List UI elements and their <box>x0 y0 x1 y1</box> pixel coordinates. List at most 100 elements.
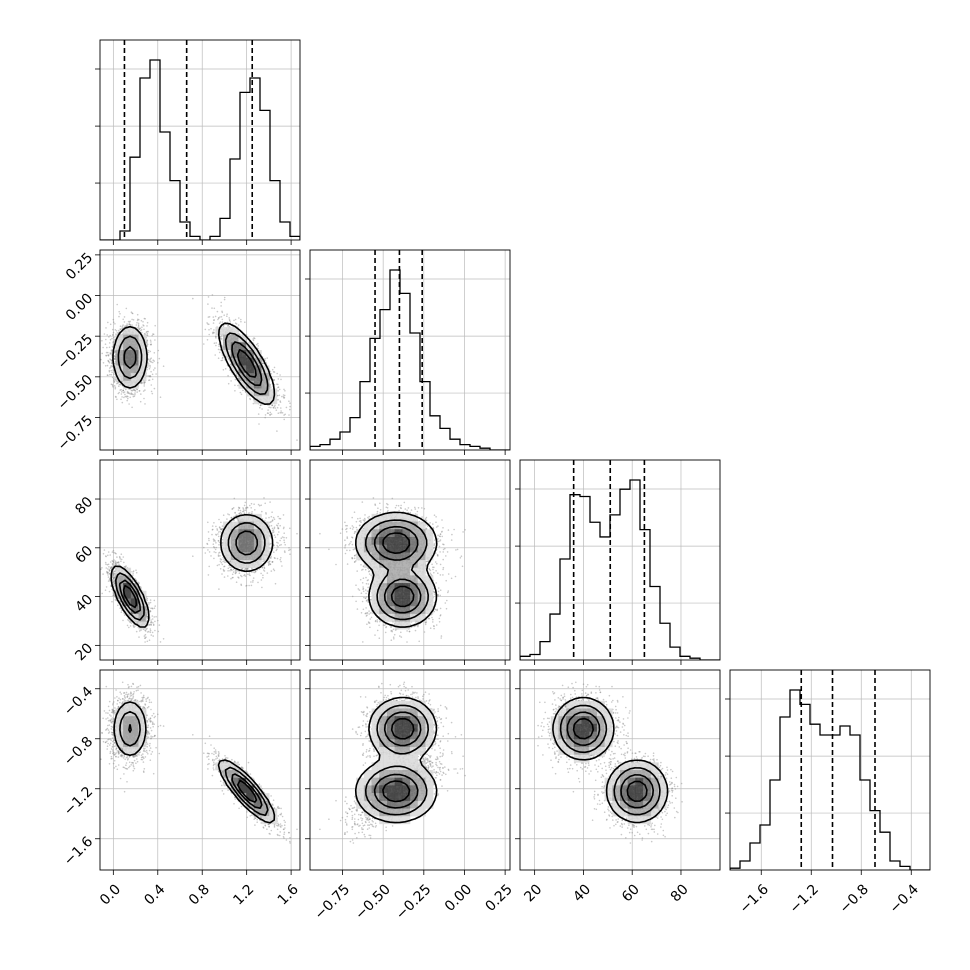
sample-point-2-1-3297 <box>280 378 282 381</box>
sample-point-2-1-2060 <box>109 338 112 341</box>
sample-point-2-1-928 <box>282 396 285 398</box>
density-cell-2-1 <box>130 342 139 351</box>
sample-point-2-1-3725 <box>278 394 281 397</box>
sample-point-2-1-1075 <box>271 404 274 407</box>
sample-point-2-1-1069 <box>137 322 140 325</box>
sample-point-2-1-730 <box>213 332 215 334</box>
sample-point-2-1-607 <box>136 388 138 391</box>
sample-point-2-1-1413 <box>143 385 145 387</box>
sample-point-3-1-257 <box>288 547 290 549</box>
sample-point-2-1-2586 <box>219 321 222 323</box>
sample-point-2-1-477 <box>140 382 143 385</box>
sample-point-2-1-1422 <box>283 388 285 391</box>
hist-frame-4 <box>729 669 931 871</box>
sample-point-2-1-2995 <box>234 318 237 321</box>
sample-point-2-1-2840 <box>217 348 220 351</box>
sample-point-2-1-586 <box>148 379 150 382</box>
sample-point-2-1-1898 <box>110 362 113 364</box>
sample-point-2-1-2583 <box>100 358 102 361</box>
sample-point-2-1-1878 <box>234 384 236 387</box>
sample-point-3-1-300 <box>147 602 149 604</box>
sample-point-2-1-1670 <box>220 338 222 340</box>
sample-point-2-1-1541 <box>118 329 120 332</box>
sample-point-2-1-2323 <box>105 355 108 357</box>
sample-point-2-1-1429 <box>149 360 152 362</box>
sample-point-2-1-784 <box>110 351 113 353</box>
sample-point-2-1-851 <box>223 314 225 316</box>
sample-point-2-1-3737 <box>118 310 120 313</box>
sample-point-2-1-813 <box>283 394 286 397</box>
sample-point-2-1-1016 <box>221 346 224 348</box>
sample-point-2-1-1735 <box>272 406 275 409</box>
sample-point-2-1-2541 <box>221 359 224 362</box>
sample-point-3-1-406 <box>138 630 141 632</box>
sample-point-2-1-2941 <box>278 404 280 406</box>
sample-point-2-1-884 <box>143 325 145 327</box>
sample-point-2-1-1243 <box>264 414 267 416</box>
sample-point-3-1-1 <box>104 589 107 591</box>
sample-point-2-1-2664 <box>116 398 118 401</box>
sample-point-2-1-3459 <box>134 390 137 392</box>
sample-point-2-1-1990 <box>105 338 107 341</box>
sample-point-2-1-2574 <box>270 373 273 375</box>
sample-point-2-1-2883 <box>259 406 261 409</box>
sample-point-2-1-2707 <box>109 358 111 360</box>
sample-point-2-1-299 <box>112 321 115 323</box>
sample-point-3-1-574 <box>152 622 154 624</box>
sample-point-2-1-4147 <box>107 354 109 356</box>
sample-point-2-1-2601 <box>119 313 121 315</box>
sample-point-2-1-3324 <box>137 318 139 321</box>
sample-point-2-1-4 <box>141 331 143 334</box>
sample-point-2-1-2325 <box>102 346 104 349</box>
sample-point-2-1-3594 <box>264 416 266 419</box>
sample-point-2-1-3819 <box>233 319 235 322</box>
sample-point-2-1-539 <box>262 362 264 365</box>
sample-point-3-1-595 <box>150 621 152 623</box>
sample-point-2-1-3084 <box>283 396 286 399</box>
sample-point-2-1-592 <box>270 386 272 388</box>
sample-point-2-1-3653 <box>152 333 155 336</box>
density-cell-2-1 <box>130 365 139 374</box>
sample-point-3-1-88 <box>226 518 228 520</box>
sample-point-2-1-2249 <box>261 408 263 410</box>
sample-point-2-1-2677 <box>162 365 165 367</box>
contour-2-1-4 <box>236 349 257 378</box>
sample-point-2-1-3006 <box>148 375 151 377</box>
density-cell-2-1 <box>223 334 232 343</box>
density-cell-2-1 <box>115 350 124 358</box>
sample-point-2-1-2517 <box>118 315 120 318</box>
sample-point-2-1-3957 <box>262 362 264 365</box>
sample-point-2-1-3386 <box>106 364 109 367</box>
density-cell-2-1 <box>253 373 262 382</box>
density-cell-2-1 <box>261 365 270 374</box>
sample-point-2-1-2331 <box>235 323 238 325</box>
sample-point-2-1-1148 <box>148 367 151 370</box>
sample-point-2-1-2304 <box>153 352 156 354</box>
sample-point-2-1-2738 <box>296 439 298 441</box>
sample-point-2-1-656 <box>107 355 110 357</box>
sample-point-2-1-3222 <box>109 352 111 354</box>
sample-point-2-1-1546 <box>221 354 224 356</box>
sample-point-2-1-1737 <box>115 396 117 398</box>
sample-point-2-1-1474 <box>152 369 155 371</box>
sample-point-2-1-4163 <box>114 387 117 390</box>
sample-point-2-1-653 <box>150 384 153 386</box>
sample-point-2-1-631 <box>269 414 271 416</box>
density-cell-2-1 <box>246 357 255 366</box>
sample-point-2-1-2085 <box>147 358 150 361</box>
sample-point-2-1-2956 <box>146 334 149 337</box>
sample-point-2-1-1207 <box>215 336 217 338</box>
sample-point-2-1-2036 <box>146 368 148 371</box>
sample-point-2-1-2852 <box>152 359 154 361</box>
sample-point-2-1-2067 <box>150 361 152 363</box>
density-cell-2-1 <box>138 350 147 358</box>
sample-point-2-1-3575 <box>143 317 146 320</box>
sample-point-2-1-1159 <box>133 389 136 391</box>
sample-point-2-1-1940 <box>121 401 124 404</box>
sample-point-3-1-246 <box>273 534 276 536</box>
sample-point-2-1-1766 <box>106 374 109 376</box>
sample-point-2-1-2357 <box>217 317 220 319</box>
sample-point-2-1-2885 <box>151 373 154 376</box>
sample-point-2-1-2565 <box>219 336 222 339</box>
sample-point-2-1-2878 <box>124 393 126 396</box>
